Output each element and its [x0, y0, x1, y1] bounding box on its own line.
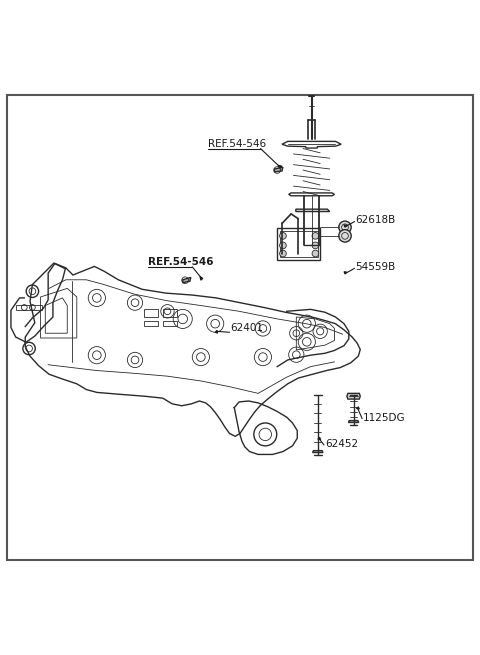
Polygon shape — [357, 407, 360, 409]
Text: 1125DG: 1125DG — [363, 413, 406, 422]
Text: 62401: 62401 — [230, 324, 264, 333]
Polygon shape — [344, 225, 347, 227]
Polygon shape — [215, 330, 217, 333]
Text: REF.54-546: REF.54-546 — [148, 257, 214, 267]
Text: 62452: 62452 — [325, 439, 358, 449]
Circle shape — [339, 230, 351, 242]
Polygon shape — [200, 276, 203, 280]
Circle shape — [312, 233, 319, 239]
Polygon shape — [312, 451, 323, 453]
Polygon shape — [296, 209, 330, 212]
Circle shape — [312, 242, 319, 249]
Polygon shape — [183, 277, 191, 283]
Polygon shape — [347, 394, 360, 399]
Circle shape — [280, 242, 286, 249]
Text: 54559B: 54559B — [356, 262, 396, 272]
Polygon shape — [318, 438, 321, 440]
Text: 62618B: 62618B — [356, 215, 396, 225]
Circle shape — [312, 250, 319, 257]
Text: REF.54-546: REF.54-546 — [207, 139, 265, 149]
Polygon shape — [348, 421, 359, 422]
Circle shape — [280, 233, 286, 239]
Circle shape — [280, 250, 286, 257]
Circle shape — [339, 221, 351, 233]
Polygon shape — [344, 272, 347, 274]
Polygon shape — [278, 165, 282, 168]
Polygon shape — [275, 167, 283, 172]
